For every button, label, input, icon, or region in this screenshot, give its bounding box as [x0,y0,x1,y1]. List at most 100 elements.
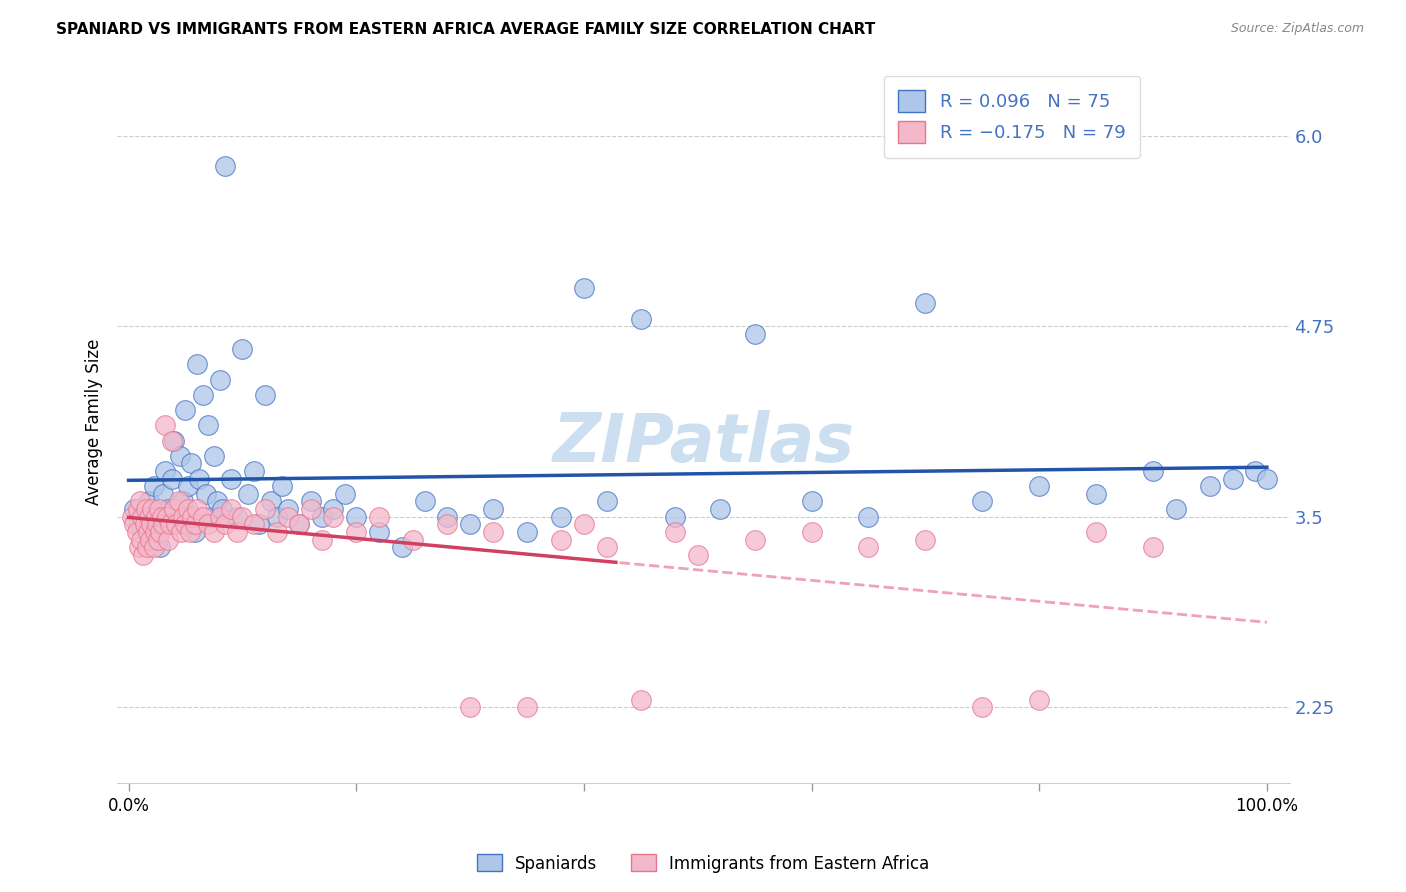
Point [972,494,994,508]
Point [150,509,173,524]
Point [135,524,157,539]
Point [149,524,172,539]
Point [231,342,253,356]
Point [181,509,204,524]
Point [516,700,538,714]
Point [219,502,242,516]
Point [135,540,157,554]
Point [127,502,149,516]
Text: SPANIARD VS IMMIGRANTS FROM EASTERN AFRICA AVERAGE FAMILY SIZE CORRELATION CHART: SPANIARD VS IMMIGRANTS FROM EASTERN AFRI… [56,22,876,37]
Text: ZIPatlas: ZIPatlas [553,410,855,476]
Point [188,472,211,486]
Point [391,540,413,554]
Point [148,502,170,516]
Point [254,388,277,402]
Point [138,509,160,524]
Point [160,434,183,448]
Point [174,403,197,417]
Point [1142,540,1164,554]
Point [288,517,311,532]
Point [277,502,299,516]
Point [914,296,936,310]
Point [157,502,180,516]
Point [202,524,225,539]
Point [664,509,686,524]
Point [191,509,214,524]
Point [139,533,162,547]
Point [172,509,194,524]
Point [194,487,217,501]
Point [186,502,208,516]
Point [172,494,194,508]
Point [129,494,152,508]
Point [1164,502,1187,516]
Point [709,502,731,516]
Point [322,502,344,516]
Point [138,494,160,508]
Point [200,509,222,524]
Point [122,517,145,532]
Point [159,517,181,532]
Point [125,524,148,539]
Point [1199,479,1222,493]
Point [157,533,180,547]
Point [149,540,172,554]
Point [152,487,174,501]
Point [170,524,193,539]
Point [664,524,686,539]
Point [207,494,229,508]
Point [165,517,187,532]
Point [344,524,367,539]
Point [368,509,391,524]
Point [311,509,333,524]
Point [132,548,155,562]
Point [167,494,190,508]
Point [191,388,214,402]
Point [180,456,202,470]
Point [368,524,391,539]
Point [550,533,572,547]
Point [260,494,283,508]
Point [214,517,236,532]
Point [858,509,880,524]
Point [153,418,176,433]
Point [165,517,187,532]
Point [413,494,436,508]
Point [630,692,652,706]
Point [1244,464,1267,478]
Point [169,449,191,463]
Point [136,524,159,539]
Text: Source: ZipAtlas.com: Source: ZipAtlas.com [1230,22,1364,36]
Point [1028,479,1050,493]
Point [550,509,572,524]
Point [197,418,219,433]
Point [436,517,458,532]
Point [156,509,179,524]
Point [146,533,169,547]
Point [595,540,617,554]
Point [183,517,205,532]
Point [163,434,186,448]
Legend: R = 0.096   N = 75, R = −0.175   N = 79: R = 0.096 N = 75, R = −0.175 N = 79 [884,76,1140,158]
Point [266,509,288,524]
Point [153,464,176,478]
Point [243,464,266,478]
Point [311,533,333,547]
Point [572,281,595,295]
Point [141,517,163,532]
Point [160,472,183,486]
Point [177,502,200,516]
Point [236,487,259,501]
Point [686,548,709,562]
Point [858,540,880,554]
Point [744,533,766,547]
Point [146,517,169,532]
Point [211,502,233,516]
Point [1142,464,1164,478]
Point [333,487,356,501]
Point [134,517,156,532]
Point [131,509,153,524]
Point [128,540,150,554]
Point [458,700,481,714]
Point [208,509,231,524]
